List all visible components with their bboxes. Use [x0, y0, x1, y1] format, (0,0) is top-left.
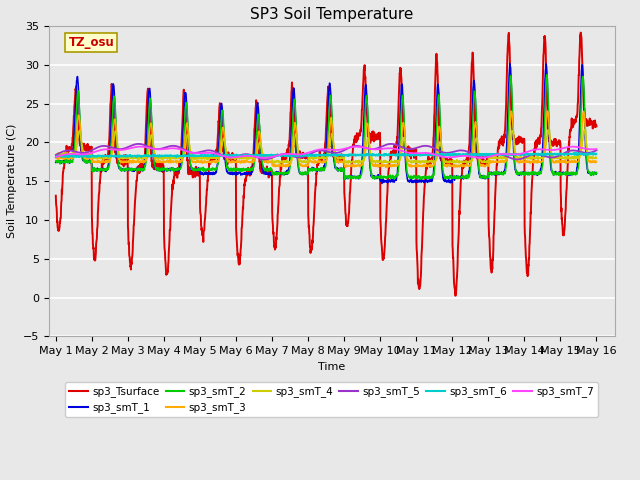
- Y-axis label: Soil Temperature (C): Soil Temperature (C): [7, 124, 17, 239]
- Legend: sp3_Tsurface, sp3_smT_1, sp3_smT_2, sp3_smT_3, sp3_smT_4, sp3_smT_5, sp3_smT_6, : sp3_Tsurface, sp3_smT_1, sp3_smT_2, sp3_…: [65, 382, 598, 418]
- X-axis label: Time: Time: [318, 362, 345, 372]
- Text: TZ_osu: TZ_osu: [68, 36, 114, 49]
- Title: SP3 Soil Temperature: SP3 Soil Temperature: [250, 7, 413, 22]
